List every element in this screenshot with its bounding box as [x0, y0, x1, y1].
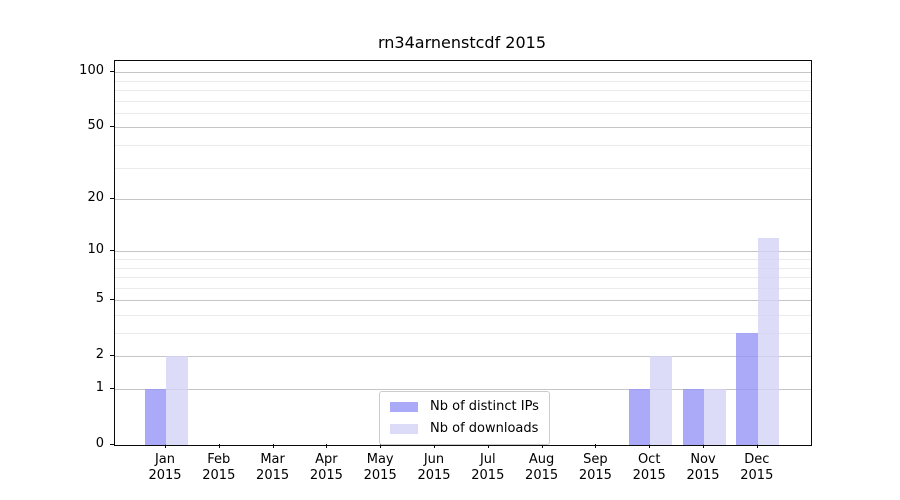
gridline-major	[115, 199, 811, 201]
x-tick-label: Jun 2015	[417, 452, 451, 483]
y-tick	[110, 444, 114, 445]
gridline-major	[115, 72, 811, 74]
gridline-major	[115, 300, 811, 302]
y-tick-label: 5	[95, 291, 104, 307]
legend-swatch-distinct-ips	[390, 401, 418, 412]
bar-downloads	[166, 356, 188, 445]
x-tick-label: May 2015	[363, 452, 397, 483]
y-tick	[110, 355, 114, 357]
x-tick-label: Dec 2015	[740, 452, 774, 483]
y-tick-label: 1	[95, 380, 104, 395]
bar-distinct-ips	[144, 389, 166, 445]
legend-label-downloads: Nb of downloads	[430, 421, 539, 436]
bar-downloads	[704, 389, 726, 445]
y-tick	[110, 388, 114, 389]
gridline-minor	[115, 267, 811, 269]
gridline-major	[115, 127, 811, 129]
x-tick	[326, 444, 328, 448]
legend-item-downloads: Nb of downloads	[390, 421, 539, 436]
x-tick	[434, 444, 435, 448]
gridline-minor	[115, 333, 811, 334]
y-tick	[110, 299, 114, 301]
bar-distinct-ips	[628, 389, 651, 445]
gridline-minor	[115, 287, 811, 289]
x-tick	[272, 444, 274, 448]
bar-downloads	[650, 356, 672, 445]
x-tick-label: Jan 2015	[148, 452, 182, 483]
gridline-minor	[115, 167, 811, 169]
x-tick-label: Aug 2015	[525, 452, 559, 483]
legend-label-distinct-ips: Nb of distinct IPs	[430, 399, 539, 414]
gridline-minor	[115, 90, 811, 91]
x-tick-label: Feb 2015	[202, 452, 236, 483]
gridline-major	[115, 251, 811, 253]
x-tick-label: Mar 2015	[256, 452, 290, 483]
x-tick	[595, 444, 597, 448]
gridline-minor	[115, 277, 811, 279]
gridline-minor	[115, 100, 811, 102]
gridline-major	[115, 356, 811, 358]
x-tick-label: Oct 2015	[632, 452, 666, 483]
plot-area: Nb of distinct IPs Nb of downloads	[114, 60, 812, 446]
bar-distinct-ips	[682, 389, 704, 445]
gridline-minor	[115, 314, 811, 316]
chart-title: rn34arnenstcdf 2015	[377, 33, 547, 52]
x-tick-label: Jul 2015	[471, 452, 505, 483]
y-tick	[110, 126, 114, 128]
legend-swatch-downloads	[390, 423, 418, 434]
y-tick-label: 0	[95, 436, 104, 451]
gridline-minor	[115, 80, 811, 82]
x-tick	[380, 444, 382, 448]
x-tick-label: Sep 2015	[578, 452, 612, 483]
y-tick	[110, 71, 114, 73]
y-tick	[110, 250, 114, 252]
bar-downloads	[757, 237, 780, 445]
y-tick-label: 10	[87, 242, 104, 258]
legend-item-distinct-ips: Nb of distinct IPs	[390, 399, 539, 414]
gridline-major	[115, 389, 811, 390]
y-tick-label: 20	[87, 190, 104, 206]
x-tick	[756, 444, 758, 448]
legend: Nb of distinct IPs Nb of downloads	[379, 391, 550, 445]
x-tick-label: Nov 2015	[686, 452, 720, 483]
y-tick-label: 50	[87, 118, 104, 134]
y-tick-label: 100	[79, 63, 104, 79]
x-tick-label: Apr 2015	[309, 452, 343, 483]
x-tick	[649, 444, 651, 448]
gridline-minor	[115, 145, 811, 146]
gridline-minor	[115, 112, 811, 114]
x-tick	[703, 444, 704, 448]
x-tick	[487, 444, 489, 448]
gridline-minor	[115, 258, 811, 260]
y-tick-label: 2	[95, 347, 104, 363]
bar-distinct-ips	[736, 333, 758, 445]
y-tick	[110, 198, 114, 200]
x-tick	[165, 444, 166, 448]
x-tick	[541, 444, 543, 448]
x-tick	[218, 444, 220, 448]
